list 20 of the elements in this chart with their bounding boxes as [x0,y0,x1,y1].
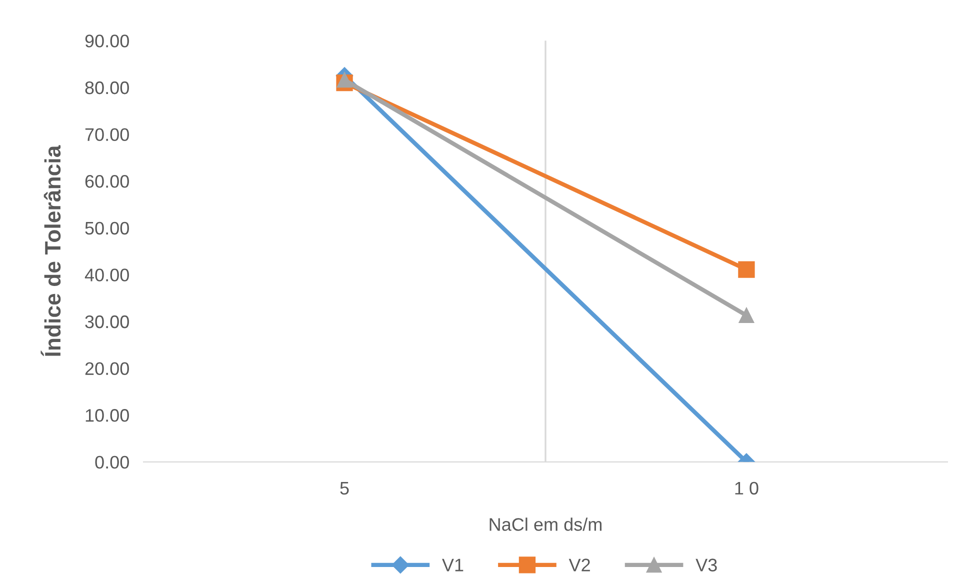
legend-label: V3 [696,558,717,572]
point [336,72,352,88]
point [738,308,754,324]
y-tick-label: 30.00 [85,315,129,328]
y-tick-label: 70.00 [85,128,129,141]
y-tick-label: 60.00 [85,175,129,188]
legend-label: V1 [442,558,464,572]
x-tick-label: 5 [340,482,349,495]
y-tick-label: 80.00 [85,81,129,94]
y-tick-label: 20.00 [85,362,129,376]
y-axis-title: Índice de Tolerância [40,145,61,356]
y-tick-label: 0.00 [95,456,129,469]
x-axis-title: NaCl em ds/m [490,518,602,531]
y-tick-label: 10.00 [86,409,129,422]
y-tick-label: 90.00 [85,34,129,48]
y-tick-label: 40.00 [84,268,129,282]
y-tick-label: 50.00 [85,222,129,235]
legend-label: V2 [568,558,590,572]
x-tick-label: 1 0 [735,482,758,495]
point [738,261,755,278]
